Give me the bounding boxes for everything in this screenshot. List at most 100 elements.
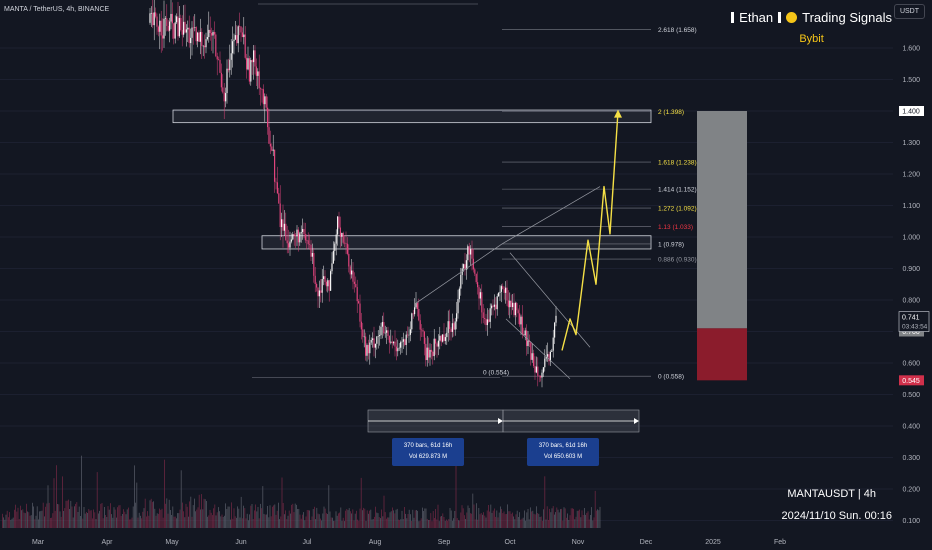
price-axis-marker[interactable] <box>899 106 924 116</box>
volume-bar <box>458 520 459 528</box>
candle-body <box>367 345 369 354</box>
volume-bar <box>99 510 100 528</box>
candle-body <box>269 143 271 147</box>
price-zone[interactable] <box>172 109 652 124</box>
price-tick-label: 1.300 <box>902 140 920 147</box>
measure-vol-text: Vol 650.603 M <box>543 454 583 460</box>
projection-arrowhead[interactable] <box>614 109 622 118</box>
currency-button[interactable]: USDT <box>893 4 925 19</box>
candle-body <box>227 68 229 71</box>
volume-bar <box>396 508 398 528</box>
supply-demand-zones[interactable] <box>172 109 652 250</box>
volume-bar <box>288 510 290 528</box>
volume-bar <box>347 510 349 528</box>
candle-body <box>355 283 357 288</box>
volume-bar <box>14 509 15 528</box>
volume-bar <box>166 498 168 528</box>
time-axis[interactable]: Mar Apr May Jun Jul Aug Sep Oct Nov Dec 2025 Feb <box>32 539 786 546</box>
volume-bar <box>321 520 322 528</box>
price-projection[interactable] <box>561 109 622 351</box>
candle-body <box>173 23 175 39</box>
candle-body <box>283 223 285 231</box>
volume-bar <box>266 514 267 528</box>
volume-bar <box>471 513 472 528</box>
candle-body <box>365 336 367 356</box>
candle-body <box>163 18 165 39</box>
volume-bar <box>274 504 276 528</box>
volume-bar <box>111 514 112 528</box>
candle-body <box>505 287 507 293</box>
candle-body <box>211 33 213 36</box>
stop-zone[interactable] <box>697 328 747 381</box>
volume-bar <box>131 517 133 528</box>
volume-bar <box>124 511 126 528</box>
candle-body <box>216 56 218 60</box>
volume-bar <box>375 506 376 528</box>
price-axis[interactable]: 1.600 1.500 1.400 1.300 1.200 1.100 1.000 0.900… <box>894 0 932 550</box>
fib-level-label: 1.618 (1.238) <box>658 160 697 167</box>
trend-line[interactable] <box>505 318 571 380</box>
candle-body <box>477 282 479 288</box>
candle-body <box>289 241 291 248</box>
projection-path[interactable] <box>561 111 619 351</box>
candle-body <box>311 253 313 257</box>
risk-reward-position[interactable] <box>697 111 747 381</box>
candle-body <box>374 343 376 348</box>
candle-body <box>239 26 241 27</box>
candle-body <box>440 335 442 342</box>
volume-bar <box>527 509 529 528</box>
volume-bar <box>324 508 326 528</box>
volume-bar <box>177 513 178 528</box>
volume-bar <box>599 506 601 528</box>
volume-bar <box>142 511 144 528</box>
volume-bar <box>330 517 332 528</box>
candle-body <box>545 356 547 359</box>
candle-body <box>443 334 445 341</box>
volume-bar <box>272 506 273 528</box>
volume-bar <box>420 518 422 528</box>
volume-bar <box>441 516 442 528</box>
current-price-tag[interactable] <box>898 311 930 332</box>
price-zone[interactable] <box>261 235 652 250</box>
volume-bar <box>437 504 439 528</box>
candle-body <box>360 321 362 330</box>
volume-bar <box>118 505 120 528</box>
volume-bar <box>522 517 524 528</box>
price-tick-label: 1.000 <box>902 235 920 242</box>
measure-tools[interactable] <box>367 409 640 433</box>
measure-arrow[interactable] <box>634 418 639 424</box>
candle-body <box>436 343 438 347</box>
volume-bar <box>515 514 517 528</box>
volume-bar <box>227 506 229 528</box>
candle-body <box>524 330 526 336</box>
volume-bar <box>503 511 505 528</box>
price-axis-marker[interactable] <box>899 375 924 386</box>
trend-line[interactable] <box>501 186 601 245</box>
candle-body <box>484 318 486 319</box>
volume-bar <box>407 514 409 528</box>
volume-bar <box>305 516 307 528</box>
volume-bar <box>17 507 19 528</box>
volume-bar <box>506 514 507 528</box>
candle-body <box>377 336 379 337</box>
volume-bar <box>123 509 124 528</box>
measure-arrow[interactable] <box>498 418 503 424</box>
candle-body <box>395 346 397 352</box>
candle-body <box>232 41 234 54</box>
candle-body <box>330 271 332 291</box>
trend-lines[interactable] <box>415 186 601 380</box>
measure-vol-text: Vol 629.873 M <box>408 454 448 460</box>
volume-bar <box>174 516 176 528</box>
volume-bar <box>440 516 441 528</box>
candle-body <box>185 29 187 33</box>
target-zone[interactable] <box>697 111 747 329</box>
trend-line[interactable] <box>415 243 503 304</box>
volume-bar <box>53 478 55 528</box>
candle-body <box>261 89 263 90</box>
candle-body <box>325 281 327 287</box>
fib-extension[interactable]: 2.618 (1.658) 2 (1.398) 1.618 (1.238) 1.414… <box>252 3 697 381</box>
volume-bar <box>280 516 282 528</box>
volume-bar <box>246 513 248 528</box>
candle-body <box>246 57 248 70</box>
